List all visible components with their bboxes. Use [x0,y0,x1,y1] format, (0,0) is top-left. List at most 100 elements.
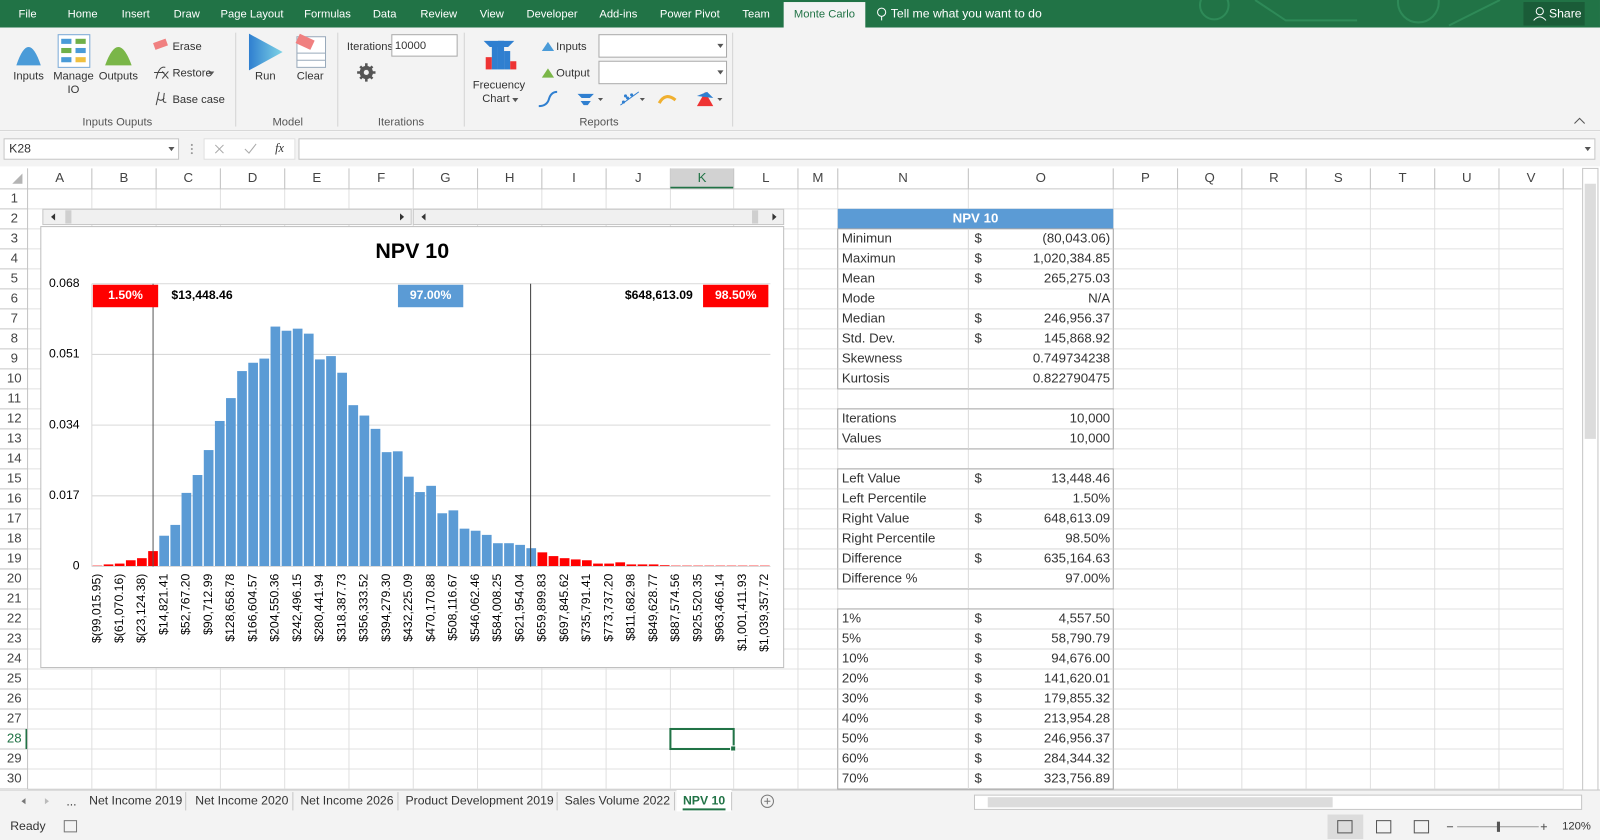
share-label[interactable]: Share [1549,7,1582,21]
ribbon-tab[interactable]: File [19,8,37,20]
scroll-thumb[interactable] [1584,183,1596,439]
restore-button[interactable]: Restore [172,67,211,79]
row-header[interactable]: 17 [7,510,22,525]
more-sheets[interactable]: ... [66,795,76,809]
page-break-view[interactable] [1413,820,1430,834]
tornado-icon[interactable] [657,95,677,104]
scroll-arrow[interactable] [421,213,426,221]
ribbon-tab[interactable]: Add-ins [599,8,637,20]
run-button[interactable]: Run [255,71,276,83]
column-header[interactable]: S [1334,170,1343,185]
macro-record-icon[interactable] [63,820,78,833]
sheet-tab[interactable]: Product Development 2019 [405,793,553,807]
frequency-chart-button[interactable]: Frecuency [473,80,526,92]
scroll-thumb[interactable] [65,210,72,224]
column-header[interactable]: A [55,170,64,185]
outputs-button[interactable]: Outputs [99,71,139,83]
row-header[interactable]: 9 [11,350,18,365]
row-header[interactable]: 13 [7,430,22,445]
row-header[interactable]: 20 [7,570,22,585]
chart-scrollbar[interactable] [412,208,785,226]
column-header[interactable]: C [183,170,193,185]
frequency-chart-button[interactable]: Chart [482,93,510,105]
scroll-thumb[interactable] [987,797,1333,808]
column-header[interactable]: D [248,170,258,185]
output-dropdown[interactable] [598,60,728,85]
ribbon-tab[interactable]: Draw [174,8,201,20]
column-header[interactable]: V [1527,170,1536,185]
row-header[interactable]: 8 [11,330,18,345]
row-header[interactable]: 11 [7,390,21,405]
name-box[interactable] [3,138,180,160]
formula-input[interactable] [298,138,1596,160]
column-header[interactable]: F [377,170,385,185]
active-sheet-tab[interactable] [676,790,732,812]
scroll-thumb[interactable] [752,210,759,224]
row-header[interactable]: 26 [7,690,22,705]
collapse-ribbon[interactable] [1574,117,1586,124]
inputs-button[interactable]: Inputs [13,71,44,83]
zoom-level[interactable]: 120% [1562,821,1591,833]
column-header[interactable]: O [1036,170,1046,185]
row-header[interactable]: 28 [7,730,22,745]
iterations-input[interactable] [391,34,458,57]
base-case-button[interactable]: Base case [172,94,224,106]
chart-scrollbar[interactable] [42,208,412,226]
row-header[interactable]: 5 [11,270,18,285]
row-header[interactable]: 22 [7,610,22,625]
zoom-in[interactable] [1540,823,1547,830]
ribbon-tab[interactable]: View [480,8,505,20]
row-header[interactable]: 23 [7,630,22,645]
fill-handle[interactable] [730,745,737,752]
column-header[interactable]: P [1141,170,1150,185]
row-header[interactable]: 4 [11,250,18,265]
row-header[interactable]: 6 [11,290,18,305]
ribbon-tab[interactable]: Formulas [304,8,351,20]
erase-button[interactable]: Erase [172,41,201,53]
cancel-button[interactable] [214,144,224,154]
row-header[interactable]: 27 [7,710,22,725]
row-header[interactable]: 16 [7,490,22,505]
column-header[interactable]: T [1398,170,1406,185]
column-header[interactable]: G [440,170,450,185]
column-header[interactable]: E [312,170,321,185]
selected-cell[interactable] [669,727,735,751]
sheet-tab[interactable]: Sales Volume 2022 [565,793,671,807]
column-header[interactable]: I [572,170,576,185]
row-header[interactable]: 2 [11,210,18,225]
column-header[interactable]: Q [1205,170,1215,185]
row-header[interactable]: 10 [7,370,22,385]
sheet-tab[interactable]: Net Income 2026 [300,793,393,807]
manage-io-button[interactable]: Manage [53,71,94,83]
scroll-arrow[interactable] [399,213,405,221]
row-header[interactable]: 15 [7,470,22,485]
column-header[interactable]: K [698,170,707,185]
report-inputs-label[interactable]: Inputs [556,41,587,53]
row-header[interactable]: 12 [7,410,22,425]
overlay-icon[interactable] [696,91,714,107]
row-header[interactable]: 3 [11,230,18,245]
sheet-tab[interactable]: NPV 10 [683,793,725,807]
insert-function-button[interactable]: fx [275,141,284,155]
scroll-arrow[interactable] [772,213,777,221]
row-header[interactable]: 1 [11,190,18,205]
column-header[interactable]: U [1462,170,1472,185]
manage-io-button[interactable]: IO [68,84,80,96]
row-header[interactable]: 24 [7,650,22,665]
inputs-dropdown[interactable] [598,34,728,58]
row-header[interactable]: 19 [7,550,22,565]
row-header[interactable]: 21 [7,590,22,605]
row-header[interactable]: 7 [11,310,18,325]
next-sheet[interactable] [44,798,49,805]
ribbon-tab[interactable]: Monte Carlo [794,8,855,20]
ribbon-tab[interactable]: Review [420,8,458,20]
zoom-handle[interactable] [1496,821,1500,832]
column-header[interactable]: B [120,170,129,185]
ribbon-tab[interactable]: Home [68,8,98,20]
ribbon-tab[interactable]: Developer [526,8,577,20]
scroll-arrow[interactable] [51,213,56,221]
expand-formula[interactable] [1584,146,1591,152]
column-header[interactable]: M [812,170,823,185]
normal-view-button[interactable] [1327,814,1364,840]
row-header[interactable]: 30 [7,770,22,785]
